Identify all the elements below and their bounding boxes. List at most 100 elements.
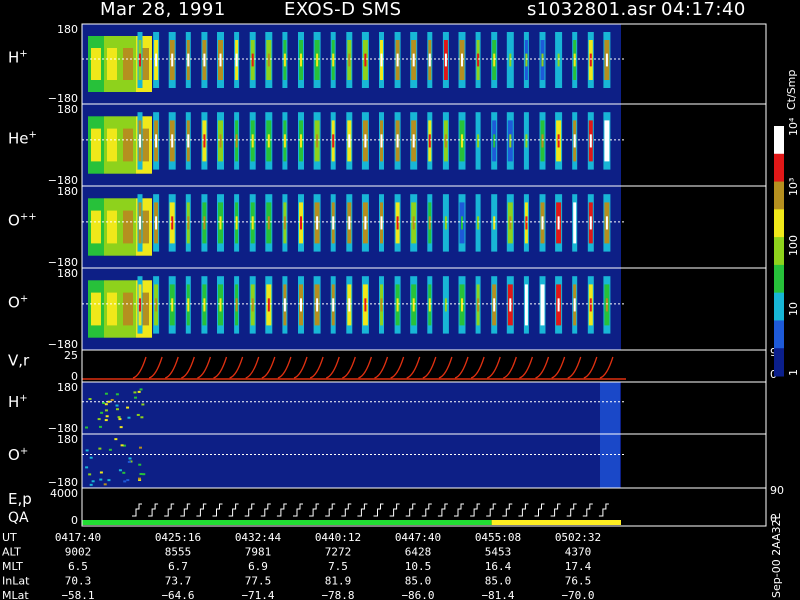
sweep-peak (267, 298, 270, 312)
y-tick-top: 180 (57, 185, 78, 198)
sparse-count (114, 438, 118, 441)
sweep-peak (139, 53, 141, 67)
sparse-count (138, 478, 142, 481)
panel-label: He+ (8, 129, 37, 147)
energy-step (373, 503, 384, 517)
sweep-peak (461, 53, 463, 67)
ephemeris-row-label: UT (2, 531, 17, 544)
panel-6: 180 −180 O+ (8, 433, 767, 489)
sparse-count (122, 471, 126, 474)
sweep-peak (605, 134, 608, 148)
panel-frame (81, 487, 767, 527)
sweep-peak (557, 53, 560, 67)
sweep-peak (364, 216, 367, 230)
sparse-count (115, 404, 119, 407)
sweep-peak (155, 216, 158, 230)
panel-label: O+ (8, 293, 28, 311)
ephemeris-value: 6.9 (248, 560, 268, 573)
sweep-peak (444, 134, 447, 148)
sparse-count (85, 449, 89, 452)
sweep-peak (235, 134, 238, 148)
sweep-peak (267, 53, 270, 67)
sweep-peak (557, 134, 560, 148)
energy-step (244, 503, 255, 517)
ephemeris-value: 0432:44 (235, 531, 282, 544)
ephemeris-value: 16.4 (485, 560, 512, 573)
sweep-peak (461, 216, 463, 230)
sparse-count (85, 426, 89, 429)
colorbar: 1 10 100 10³ 10⁴ Ct/Smp (774, 70, 800, 377)
sweep-peak (509, 298, 512, 312)
sweep-peak (219, 216, 222, 230)
sweep-peak (348, 134, 351, 148)
sparse-count (98, 425, 102, 428)
y2-tick-bottom: 0 (770, 368, 777, 381)
velocity-sweep (358, 356, 373, 379)
sweep-peak (412, 134, 415, 148)
ephemeris-value: 10.5 (405, 560, 432, 573)
ephemeris-value: −71.4 (241, 589, 274, 600)
ephemeris-value: 7981 (245, 546, 272, 559)
sweep-peak (364, 53, 367, 67)
spectral-blob-core (107, 128, 117, 162)
energy-step (598, 503, 609, 517)
sweep-peak (316, 298, 319, 312)
energy-step (180, 503, 191, 517)
sweep-peak (300, 298, 302, 312)
spectral-blob-core (139, 48, 149, 80)
velocity-sweep (293, 356, 308, 379)
sweep-peak (589, 53, 592, 67)
sweep-peak (573, 53, 576, 67)
sparse-count (102, 402, 106, 405)
ephemeris-value: 85.0 (485, 575, 512, 588)
y-tick-bottom: −180 (48, 256, 78, 269)
energy-step (309, 503, 320, 517)
sparse-count (126, 406, 130, 409)
velocity-sweep (164, 356, 179, 379)
ephemeris-value: 0440:12 (315, 531, 361, 544)
sparse-count (118, 469, 122, 472)
sparse-count (104, 403, 108, 406)
sweep-peak (461, 134, 463, 148)
sweep-peak (412, 53, 415, 67)
sweep-peak (332, 53, 335, 67)
sparse-count (139, 473, 143, 476)
sweep-peak (316, 134, 319, 148)
y-tick-top: 4000 (50, 487, 78, 500)
colorbar-segment (774, 237, 784, 266)
sweep-peak (493, 53, 496, 67)
sweep-peak (203, 53, 206, 67)
sweep-peak (428, 53, 431, 67)
ephemeris-value: 6.5 (68, 560, 88, 573)
sweep-peak (573, 216, 576, 230)
sweep-peak (235, 216, 238, 230)
y2-tick-bottom: 0 (770, 512, 777, 525)
sparse-count (110, 398, 114, 401)
sparse-count (97, 418, 101, 421)
sweep-peak (589, 134, 592, 148)
panel-label: V,r (8, 351, 30, 369)
sparse-count (141, 403, 145, 406)
y-tick-bottom: −180 (48, 422, 78, 435)
sparse-count (134, 396, 138, 399)
panel-background (82, 382, 621, 434)
energy-step (437, 503, 448, 517)
spectral-blob-core (107, 292, 117, 326)
sweep-peak (187, 298, 190, 312)
sweep-peak (396, 216, 399, 230)
sweep-peak (573, 134, 576, 148)
panel-3: 180 −180 O+ (8, 267, 767, 351)
ephemeris-value: 6428 (405, 546, 432, 559)
sweep-peak (412, 216, 415, 230)
sweep-peak (171, 298, 174, 312)
velocity-sweep (486, 356, 501, 379)
sweep-peak (235, 298, 238, 312)
sparse-count (100, 411, 104, 414)
sweep-peak (477, 53, 480, 67)
energy-step (534, 503, 545, 517)
colorbar-label: Ct/Smp (785, 70, 798, 110)
sparse-column (600, 382, 620, 434)
colorbar-segment (774, 348, 784, 377)
ephemeris-value: 0502:32 (555, 531, 601, 544)
ephemeris-value: 76.5 (565, 575, 592, 588)
